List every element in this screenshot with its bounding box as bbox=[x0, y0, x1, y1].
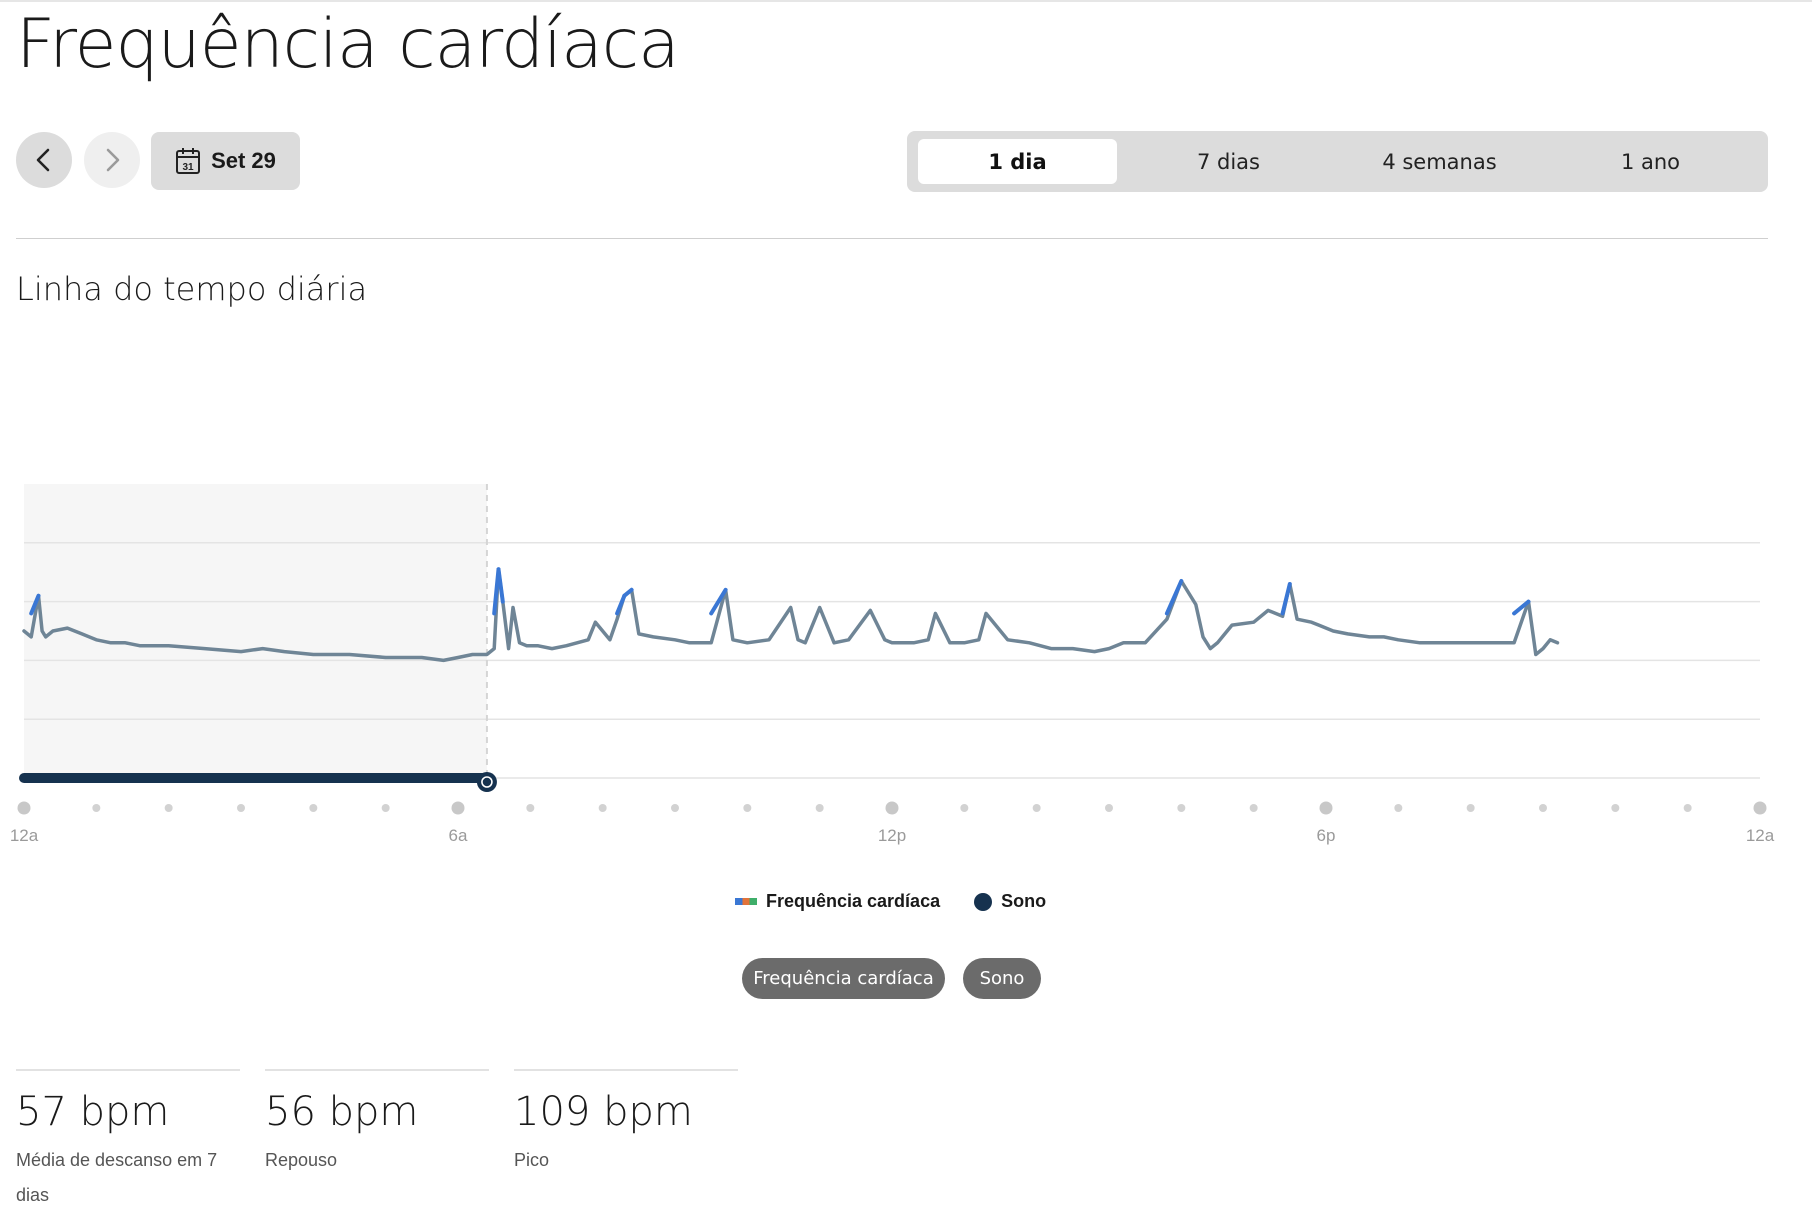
heart-rate-line bbox=[22, 567, 1560, 663]
section-divider bbox=[16, 238, 1768, 239]
chevron-left-icon bbox=[36, 148, 50, 172]
hour-dot bbox=[1466, 804, 1475, 812]
heart-rate-swatch-icon bbox=[735, 898, 757, 905]
hour-dot-major bbox=[451, 801, 465, 815]
filter-sleep-button[interactable]: Sono bbox=[963, 958, 1041, 999]
hour-dot-major bbox=[17, 801, 31, 815]
hour-dot bbox=[960, 804, 969, 812]
hour-dot bbox=[671, 804, 679, 812]
heart-rate-chart: 12a 6a 12p 6p 12a bbox=[10, 484, 1775, 845]
hour-dots bbox=[17, 801, 1767, 815]
chart-legend: Frequência cardíaca Sono bbox=[735, 891, 1046, 912]
x-tick-label: 6a bbox=[449, 826, 468, 845]
x-tick-label: 12a bbox=[1746, 826, 1775, 845]
hour-dot bbox=[1539, 804, 1547, 812]
hour-dot bbox=[815, 804, 824, 812]
top-rule bbox=[0, 0, 1812, 2]
legend-item-sleep: Sono bbox=[974, 891, 1046, 912]
stat-resting: 56 bpm Repouso bbox=[265, 1069, 489, 1178]
calendar-icon: 31 bbox=[176, 148, 201, 174]
hour-dot-major bbox=[1753, 801, 1767, 815]
hour-dot bbox=[1611, 804, 1620, 812]
x-axis-labels: 12a 6a 12p 6p 12a bbox=[10, 826, 1775, 845]
hour-dot bbox=[1683, 804, 1692, 812]
hour-dot bbox=[526, 804, 535, 812]
sleep-dot-icon bbox=[974, 892, 993, 911]
hour-dot bbox=[237, 804, 245, 812]
heart-rate-peak bbox=[622, 587, 634, 598]
stat-label: Média de descanso em 7 dias bbox=[16, 1150, 218, 1205]
hour-dot bbox=[1249, 804, 1258, 812]
range-selector: 1 dia 7 dias 4 semanas 1 ano bbox=[907, 131, 1768, 192]
heart-rate-peak bbox=[496, 567, 505, 604]
stat-value: 57 bpm bbox=[16, 1089, 170, 1135]
x-tick-label: 6p bbox=[1317, 826, 1336, 845]
heart-rate-peak bbox=[1280, 582, 1292, 616]
stat-label: Pico bbox=[514, 1150, 550, 1170]
x-tick-label: 12p bbox=[878, 826, 906, 845]
hour-dot bbox=[309, 804, 318, 812]
hour-dot bbox=[164, 804, 173, 812]
legend-label: Sono bbox=[1001, 891, 1047, 911]
hour-dot-major bbox=[885, 801, 899, 815]
heart-rate-peak bbox=[29, 593, 41, 616]
filter-heart-rate-button[interactable]: Frequência cardíaca bbox=[742, 958, 945, 999]
hour-dot bbox=[92, 804, 101, 812]
tab-7-days[interactable]: 7 dias bbox=[1196, 149, 1260, 174]
stat-label: Repouso bbox=[265, 1150, 338, 1170]
chart-grid bbox=[24, 542, 1760, 779]
hour-dot bbox=[1105, 804, 1113, 812]
chevron-right-icon bbox=[106, 148, 120, 172]
stat-value: 56 bpm bbox=[265, 1089, 419, 1135]
calendar-day-number: 31 bbox=[183, 162, 195, 173]
hour-dot-major bbox=[1319, 801, 1333, 815]
heart-rate-peak bbox=[615, 593, 627, 616]
hour-dot bbox=[381, 804, 390, 812]
date-picker-button[interactable]: 31 Set 29 bbox=[151, 132, 300, 190]
hour-dot bbox=[1394, 804, 1403, 812]
section-title: Linha do tempo diária bbox=[16, 270, 368, 308]
next-day-button[interactable] bbox=[84, 132, 140, 188]
hour-dot bbox=[598, 804, 607, 812]
sleep-shaded-region bbox=[24, 484, 487, 778]
tab-1-day[interactable]: 1 dia bbox=[918, 139, 1117, 184]
alarm-clock-icon bbox=[476, 772, 497, 792]
stat-value: 109 bpm bbox=[514, 1089, 693, 1135]
stat-7-day-resting-average: 57 bpm Média de descanso em 7 dias bbox=[16, 1069, 240, 1213]
page-title: Frequência cardíaca bbox=[16, 5, 680, 84]
previous-day-button[interactable] bbox=[16, 132, 72, 188]
heart-rate-peak bbox=[1512, 599, 1531, 616]
x-tick-label: 12a bbox=[10, 826, 39, 845]
hour-dot bbox=[1177, 804, 1186, 812]
legend-item-heart-rate: Frequência cardíaca bbox=[735, 891, 940, 912]
heart-rate-peak bbox=[1164, 579, 1184, 616]
date-label: Set 29 bbox=[211, 148, 276, 173]
heart-rate-peak bbox=[709, 587, 728, 616]
hour-dot bbox=[1032, 804, 1041, 812]
stat-peak: 109 bpm Pico bbox=[514, 1069, 738, 1178]
legend-label: Frequência cardíaca bbox=[766, 891, 941, 911]
tab-4-weeks[interactable]: 4 semanas bbox=[1382, 149, 1497, 174]
hour-dot bbox=[743, 804, 752, 812]
tab-1-year[interactable]: 1 ano bbox=[1620, 149, 1681, 174]
